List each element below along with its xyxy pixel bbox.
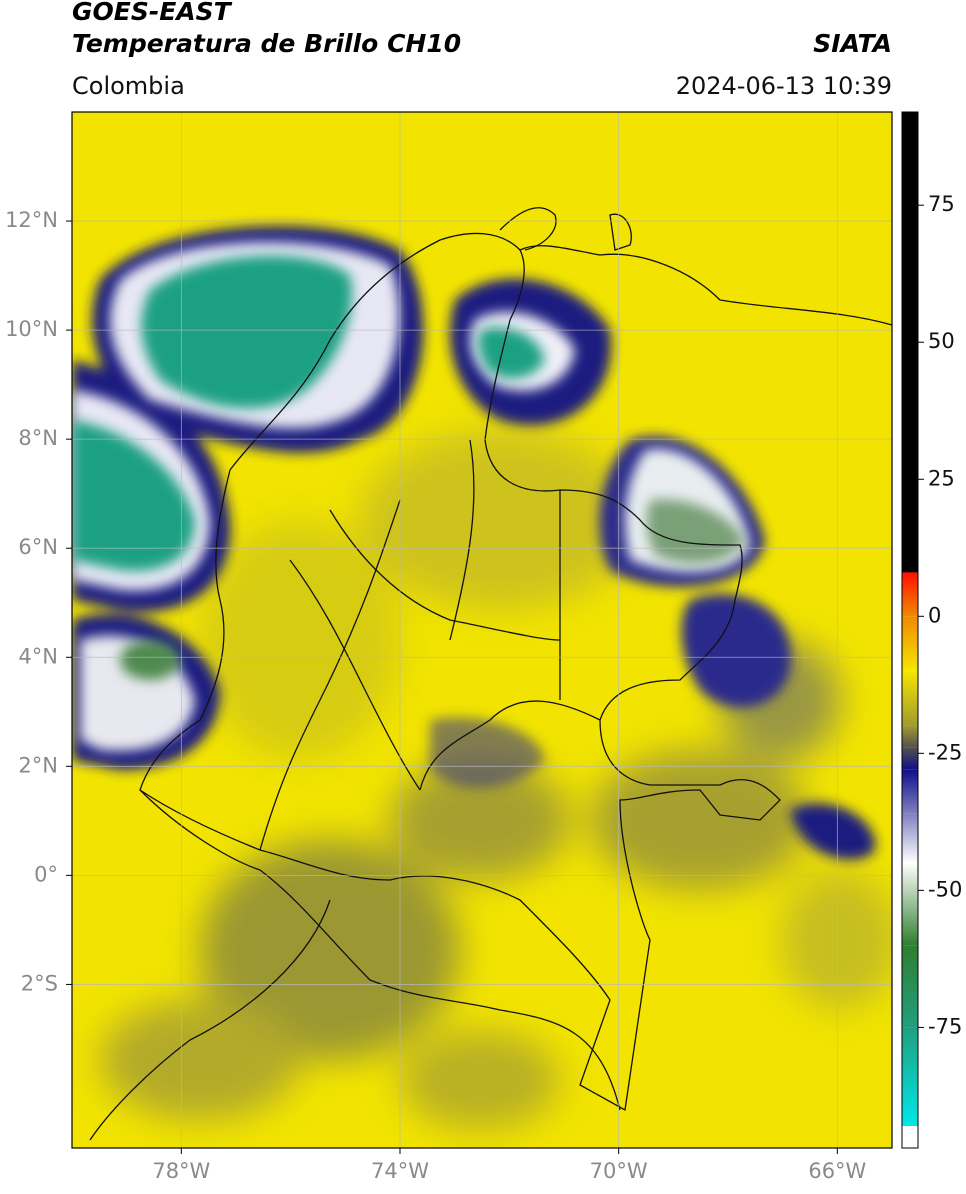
y-tick-label: 2°S (21, 971, 58, 995)
colorbar-segment (902, 769, 918, 814)
y-tick-label: 2°N (18, 753, 58, 777)
colorbar-tick-label: 75 (928, 192, 955, 216)
colorbar-segment (902, 572, 918, 617)
y-tick-label: 10°N (5, 317, 58, 341)
title: GOES-EAST (72, 0, 233, 26)
source: SIATA (813, 29, 892, 58)
colorbar-segment (902, 813, 918, 863)
y-tick-label: 12°N (5, 208, 58, 232)
colorbar-segment (902, 1027, 918, 1127)
colorbar-tick-label: 50 (928, 329, 955, 353)
colorbar-segment (902, 112, 918, 573)
x-tick-label: 74°W (371, 1159, 429, 1183)
x-tick-label: 70°W (590, 1159, 648, 1183)
y-tick-label: 0° (34, 862, 58, 886)
colorbar-frame (901, 111, 919, 1149)
y-tick-label: 8°N (18, 426, 58, 450)
colorbar-segment (902, 725, 918, 748)
colorbar-segment (902, 747, 918, 770)
colorbar-tick-label: -25 (928, 740, 962, 764)
colorbar-segment (902, 616, 918, 672)
colorbar-tick-label: 25 (928, 466, 955, 490)
satellite-image (72, 112, 892, 1148)
region: Colombia (72, 72, 185, 100)
colorbar-segment (902, 945, 918, 1028)
y-tick-label: 6°N (18, 535, 58, 559)
colorbar-tick-label: -50 (928, 877, 962, 901)
colorbar (902, 112, 918, 1148)
x-tick-label: 66°W (808, 1159, 866, 1183)
grid (72, 112, 892, 1148)
x-tick-label: 78°W (152, 1159, 210, 1183)
colorbar-segment (902, 671, 918, 726)
map-frame (71, 111, 893, 1149)
colorbar-tick-label: 0 (928, 603, 941, 627)
y-tick-label: 4°N (18, 644, 58, 668)
colorbar-segment (902, 1126, 918, 1148)
date: 2024-06-13 10:39 (676, 72, 892, 100)
colorbar-segment (902, 862, 918, 946)
subtitle: Temperatura de Brillo CH10 (72, 29, 461, 58)
borders (89, 207, 892, 1141)
colorbar-tick-label: -75 (928, 1014, 962, 1038)
